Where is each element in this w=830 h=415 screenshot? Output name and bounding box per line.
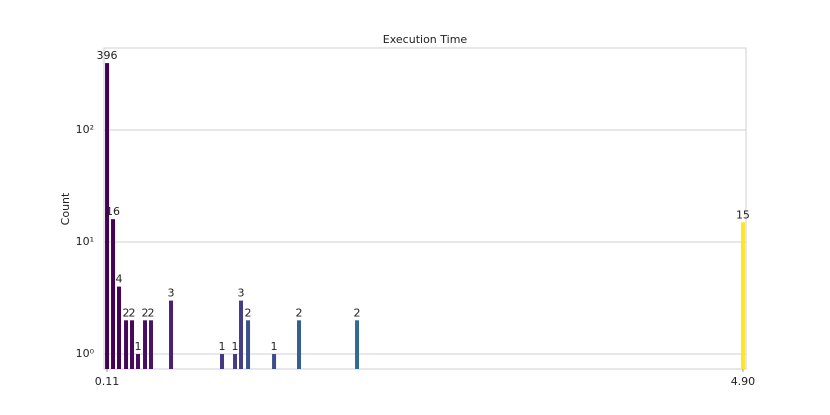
data-label: 3 [168,287,175,300]
bar [169,300,174,369]
data-label: 1 [232,340,239,353]
y-axis-label: Count [59,192,72,225]
bar [239,300,244,369]
bar [272,354,277,369]
bar [135,354,140,369]
data-label: 2 [354,306,361,319]
bar [124,320,129,369]
bar [233,354,238,369]
bar [246,320,251,369]
chart-title: Execution Time [383,33,468,46]
data-label: 1 [134,340,141,353]
data-label: 16 [106,205,120,218]
data-label: 15 [736,208,750,221]
bar [117,286,122,369]
y-tick-label: 10⁰ [76,347,95,360]
bar [105,63,110,369]
bar [297,320,302,369]
y-tick-label: 10² [76,123,94,136]
data-label: 396 [97,49,118,62]
bar [111,219,116,369]
bar [148,320,153,369]
bar [220,354,225,369]
data-label: 2 [129,306,136,319]
data-label: 2 [296,306,303,319]
data-label: 1 [219,340,226,353]
x-tick-label: 4.90 [731,375,756,388]
x-tick-label: 0.11 [95,375,120,388]
data-label: 2 [245,306,252,319]
y-tick-label: 10¹ [76,235,94,248]
data-label: 2 [142,306,149,319]
data-label: 2 [123,306,130,319]
data-label: 2 [147,306,154,319]
data-label: 1 [271,340,278,353]
plot-frame [103,47,747,370]
bar [143,320,148,369]
bar [740,222,745,369]
data-label: 4 [116,273,123,286]
data-label: 3 [238,287,245,300]
bar [130,320,135,369]
bar [355,320,360,369]
